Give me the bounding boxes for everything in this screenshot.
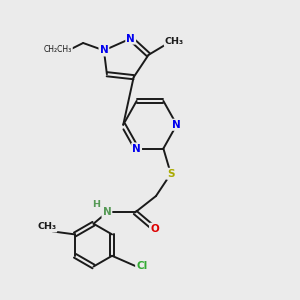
- Text: Cl: Cl: [136, 261, 147, 271]
- Text: N: N: [126, 34, 135, 44]
- Text: N: N: [100, 45, 108, 56]
- Text: O: O: [150, 224, 159, 234]
- Text: N: N: [172, 120, 181, 130]
- Text: CH₃: CH₃: [37, 223, 56, 232]
- Text: N: N: [132, 143, 141, 154]
- Text: S: S: [167, 169, 175, 179]
- Text: H: H: [92, 200, 101, 209]
- Text: N: N: [103, 207, 111, 218]
- Text: CH₃: CH₃: [165, 37, 184, 46]
- Text: CH₂CH₃: CH₂CH₃: [44, 45, 72, 54]
